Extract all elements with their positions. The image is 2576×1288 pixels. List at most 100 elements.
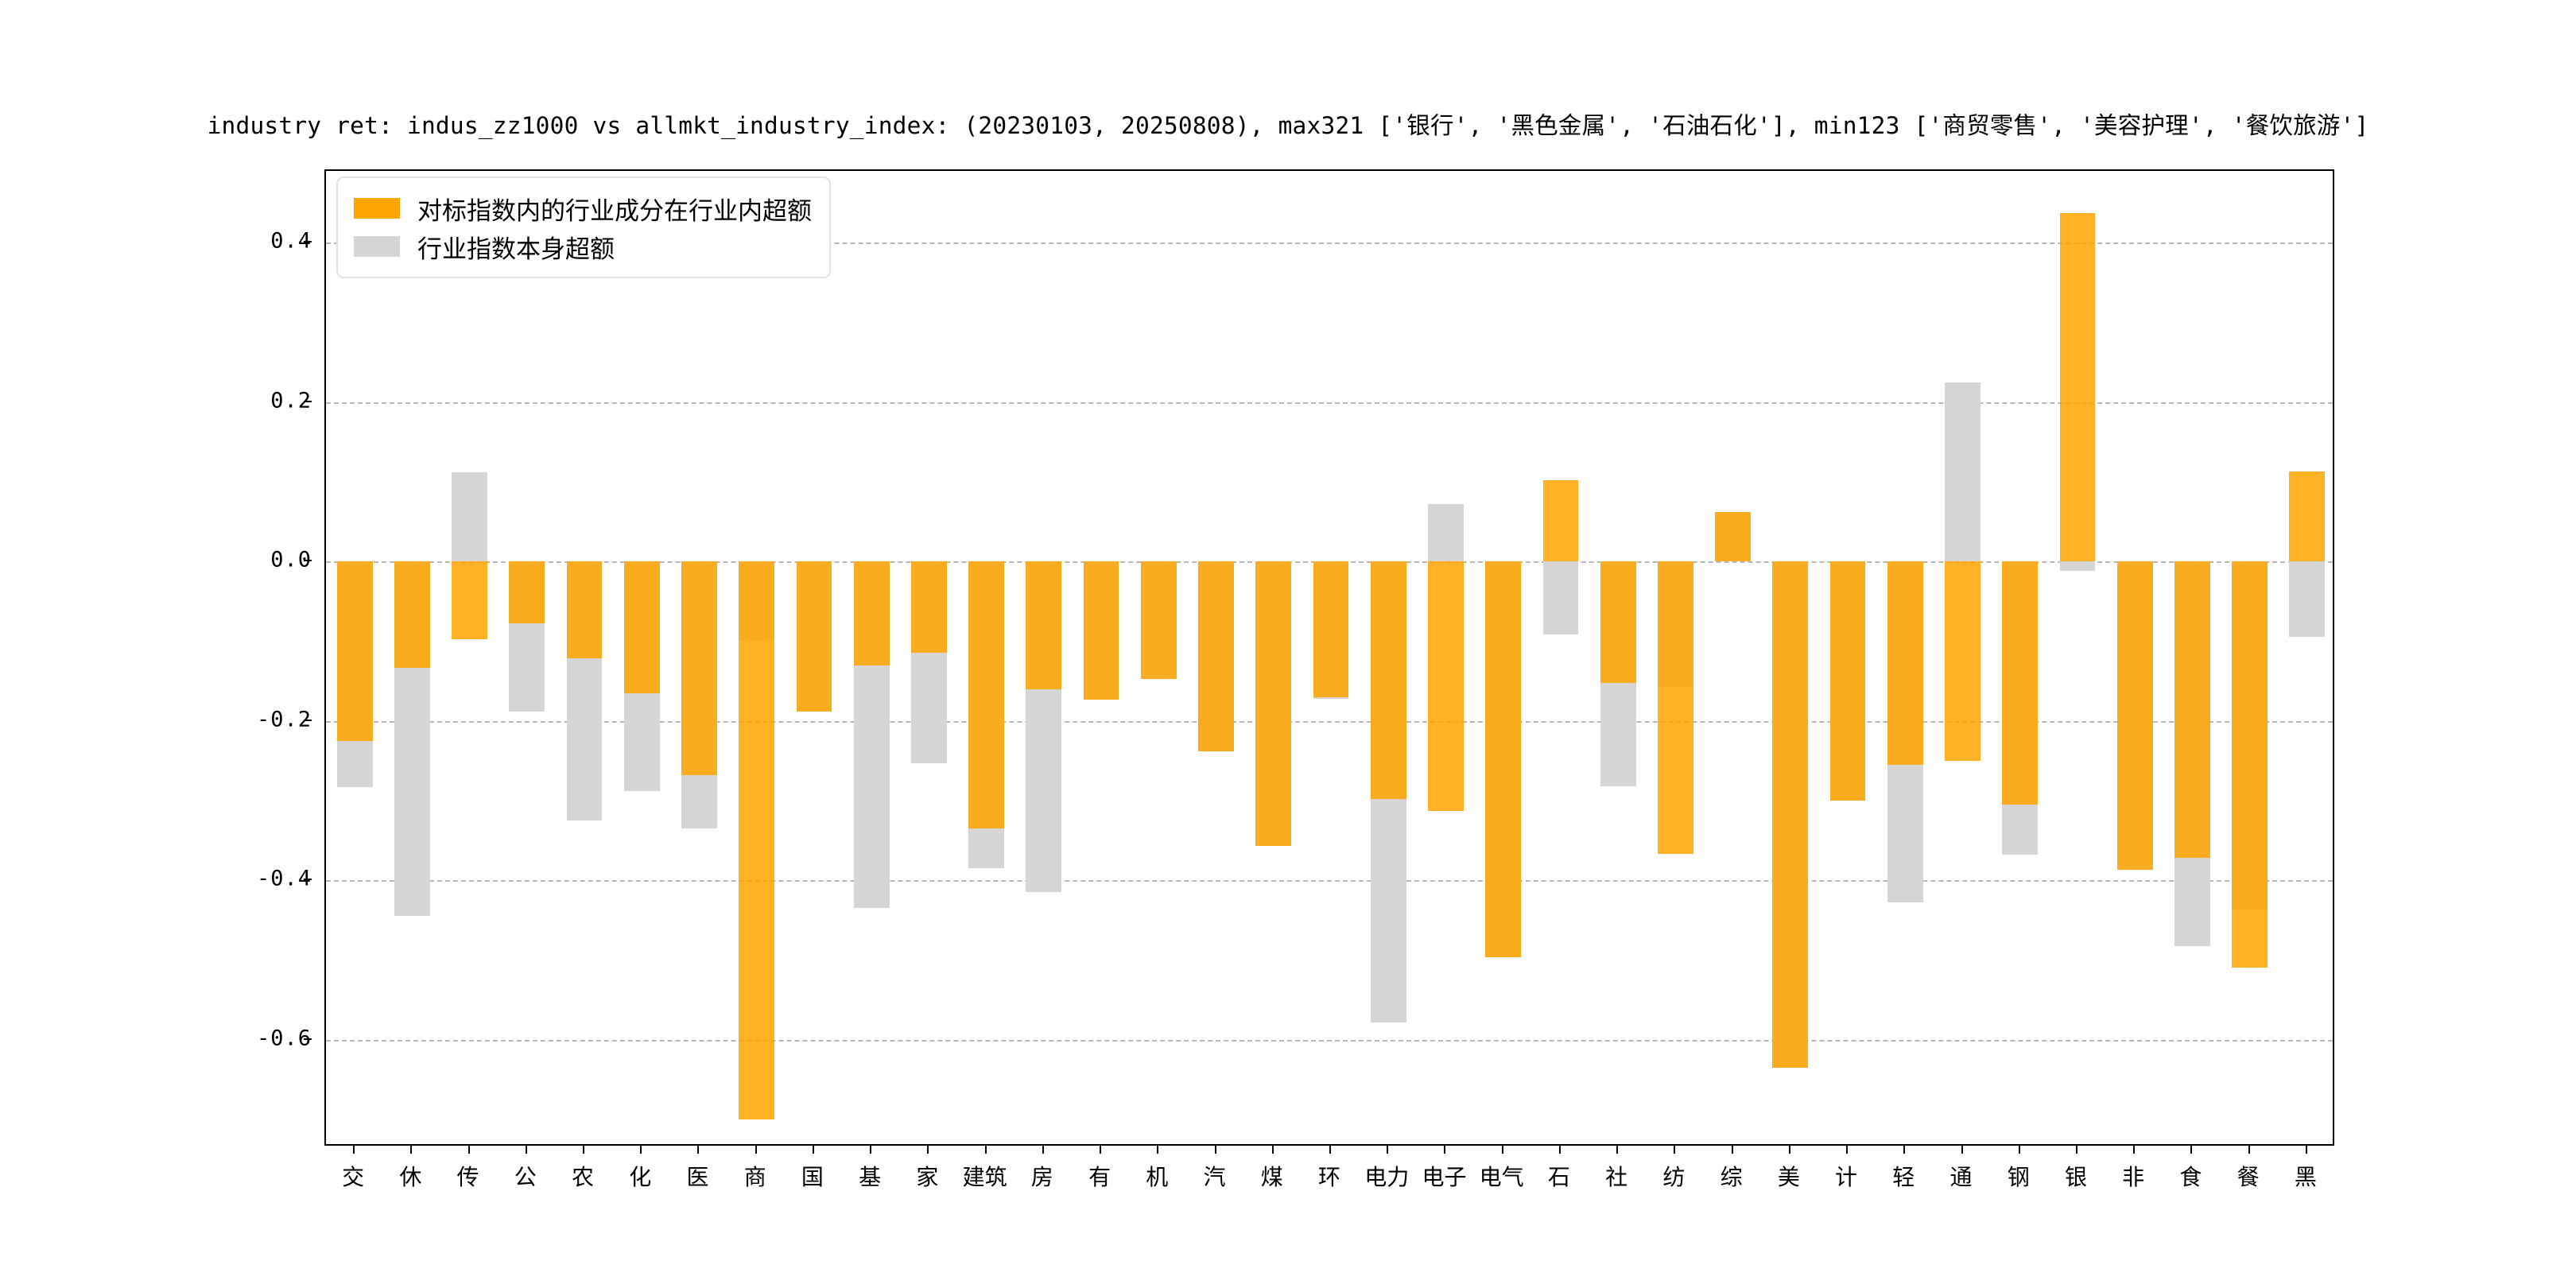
bar-constituent-excess [452, 561, 487, 640]
x-tick-label: 轻 [1892, 1164, 1915, 1190]
x-tick-label: 医 [686, 1164, 709, 1190]
bar-constituent-excess [1887, 561, 1923, 765]
bar-group [2174, 171, 2210, 1144]
x-tick-label: 非 [2122, 1164, 2145, 1190]
x-tick-label: 纺 [1662, 1164, 1686, 1190]
y-tick-mark [304, 879, 312, 881]
bar-constituent-excess [796, 561, 832, 712]
x-tick-mark [697, 1146, 700, 1154]
x-tick-mark [1214, 1146, 1216, 1154]
y-tick-mark [304, 560, 312, 562]
bar-group [2116, 171, 2153, 1144]
x-tick-mark [1903, 1146, 1906, 1154]
bar-group [739, 171, 775, 1144]
bar-constituent-excess [2174, 561, 2210, 859]
x-tick-mark [1558, 1146, 1561, 1154]
x-tick-label: 煤 [1260, 1164, 1283, 1190]
bar-group [1428, 171, 1464, 1144]
bar-constituent-excess [2002, 561, 2039, 805]
bar-constituent-excess [1485, 561, 1522, 958]
x-tick-mark [2190, 1146, 2193, 1154]
bar-constituent-excess [1542, 479, 1579, 562]
x-tick-mark [2305, 1146, 2307, 1154]
x-tick-mark [2248, 1146, 2250, 1154]
bar-constituent-excess [1829, 561, 1866, 801]
x-tick-label: 社 [1605, 1164, 1628, 1190]
y-tick-label: -0.6 [256, 1026, 312, 1051]
bar-group [2059, 171, 2096, 1144]
x-tick-mark [467, 1146, 470, 1154]
x-tick-label: 公 [514, 1164, 537, 1190]
bar-group [1945, 171, 1980, 1144]
x-tick-label: 美 [1777, 1164, 1800, 1190]
x-tick-label: 化 [629, 1164, 652, 1190]
bar-constituent-excess [2059, 213, 2096, 562]
bar-constituent-excess [968, 561, 1005, 828]
x-tick-label: 环 [1317, 1164, 1341, 1190]
y-tick-label: -0.2 [256, 707, 312, 732]
x-tick-mark [1731, 1146, 1733, 1154]
x-tick-mark [1444, 1146, 1446, 1154]
bar-group [1542, 171, 1579, 1144]
x-tick-label: 黑 [2294, 1164, 2317, 1190]
bar-group [1485, 171, 1522, 1144]
x-tick-label: 钢 [2007, 1164, 2030, 1190]
chart-title: industry ret: indus_zz1000 vs allmkt_ind… [207, 112, 2369, 139]
y-tick-mark [304, 1038, 312, 1040]
bar-constituent-excess [853, 561, 890, 665]
x-tick-label: 计 [1835, 1164, 1858, 1190]
x-tick-label: 综 [1720, 1164, 1743, 1190]
gridline [326, 880, 2333, 883]
bar-group [336, 171, 373, 1144]
bar-group [452, 171, 487, 1144]
bar-constituent-excess [1600, 561, 1636, 683]
bar-group [623, 171, 660, 1144]
x-tick-mark [1616, 1146, 1619, 1154]
legend-label: 对标指数内的行业成分在行业内超额 [417, 196, 812, 226]
bar-group [509, 171, 545, 1144]
gridline [326, 402, 2333, 404]
bar-group [1083, 171, 1119, 1144]
x-tick-label: 机 [1146, 1164, 1169, 1190]
x-tick-mark [1788, 1146, 1790, 1154]
x-tick-label: 电力 [1364, 1164, 1410, 1190]
x-tick-label: 休 [399, 1164, 422, 1190]
legend-label: 行业指数本身超额 [417, 235, 615, 264]
bar-group [1313, 171, 1349, 1144]
y-tick-mark [304, 719, 312, 721]
x-tick-label: 银 [2064, 1164, 2087, 1190]
bar-constituent-excess [2289, 471, 2326, 562]
bar-group [2232, 171, 2268, 1144]
bar-industry-index [1542, 561, 1579, 635]
x-tick-mark [1387, 1146, 1389, 1154]
bar-constituent-excess [566, 561, 603, 659]
x-tick-mark [640, 1146, 642, 1154]
bar-constituent-excess [1657, 561, 1693, 855]
x-tick-mark [2018, 1146, 2020, 1154]
bar-constituent-excess [1255, 561, 1292, 847]
y-tick-label: -0.4 [256, 866, 312, 891]
x-tick-mark [2075, 1146, 2077, 1154]
bar-constituent-excess [1083, 561, 1119, 700]
bar-group [1715, 171, 1751, 1144]
bar-industry-index [1945, 382, 1980, 562]
bar-constituent-excess [911, 561, 947, 654]
plot-area [324, 169, 2334, 1146]
bar-group [1026, 171, 1062, 1144]
bar-group [1370, 171, 1406, 1144]
x-tick-label: 基 [859, 1164, 882, 1190]
bar-constituent-excess [2232, 561, 2268, 968]
x-tick-mark [1674, 1146, 1676, 1154]
y-tick-mark [304, 400, 312, 402]
legend-swatch-orange [354, 198, 400, 219]
bar-constituent-excess [336, 561, 373, 741]
x-tick-label: 家 [916, 1164, 939, 1190]
bar-constituent-excess [1370, 561, 1406, 799]
x-tick-label: 国 [801, 1164, 824, 1190]
legend-item: 对标指数内的行业成分在行业内超额 [354, 189, 812, 227]
legend-item: 行业指数本身超额 [354, 227, 812, 266]
bar-constituent-excess [1026, 561, 1062, 689]
x-axis: 交 休 传 公 农 化 医 商 国 基 家建筑房 有 机 汽 煤 环电力 电子 电气石 社 纺 综 美 计 轻 通 钢 银 非 食 餐 黑 [324, 1146, 2334, 1209]
x-tick-label: 电子 [1422, 1164, 1467, 1190]
